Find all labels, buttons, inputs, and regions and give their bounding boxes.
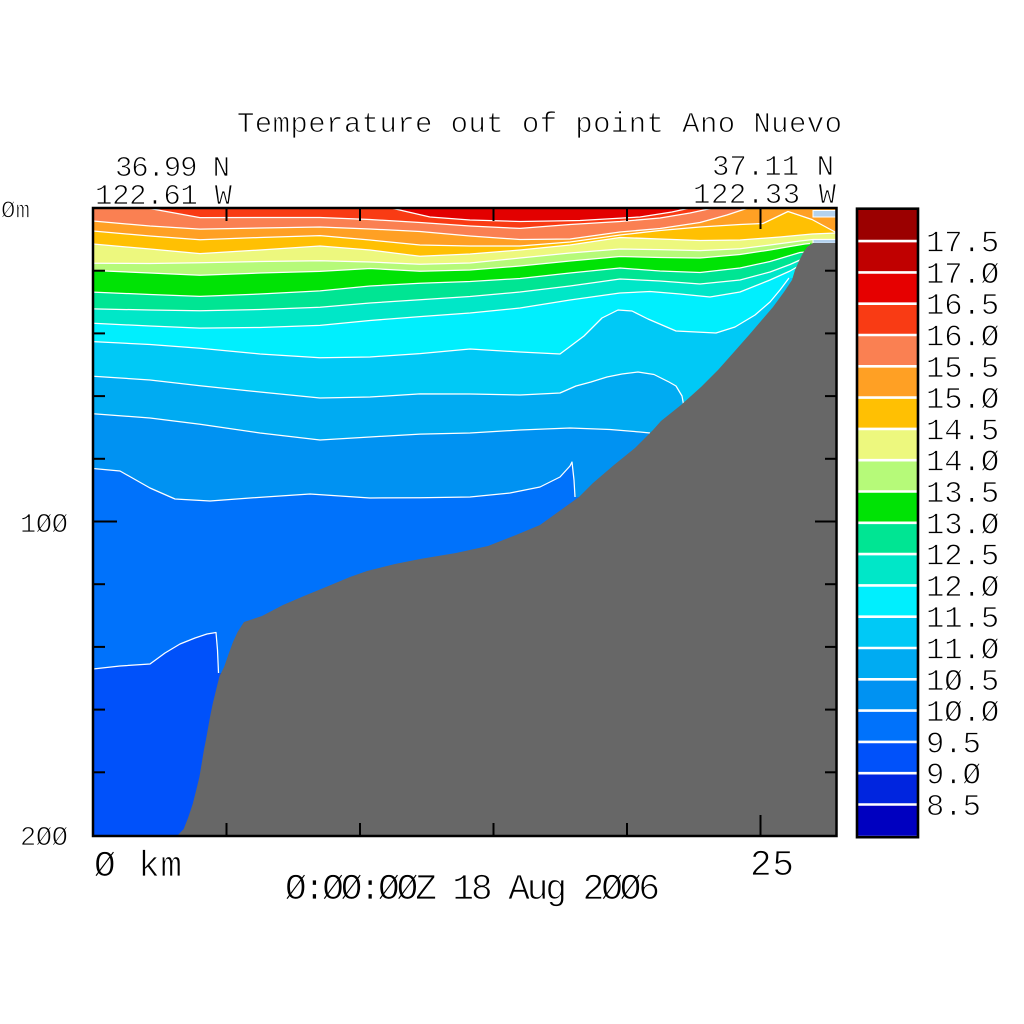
svg-text:36.99 N: 36.99 N bbox=[115, 152, 230, 185]
svg-text:25: 25 bbox=[750, 845, 794, 886]
svg-text:9.Ø: 9.Ø bbox=[926, 760, 981, 794]
svg-text:1Ø.Ø: 1Ø.Ø bbox=[926, 697, 999, 731]
svg-text:11.5: 11.5 bbox=[926, 603, 999, 637]
svg-text:Temperature out of point Ano N: Temperature out of point Ano Nuevo bbox=[237, 108, 842, 141]
svg-text:1ØØ: 1ØØ bbox=[20, 511, 68, 541]
svg-text:Ø km: Ø km bbox=[94, 846, 182, 887]
svg-text:2ØØ: 2ØØ bbox=[20, 824, 68, 854]
svg-text:17.Ø: 17.Ø bbox=[926, 259, 999, 293]
svg-text:14.5: 14.5 bbox=[926, 415, 999, 449]
svg-text:15.5: 15.5 bbox=[926, 353, 999, 387]
svg-text:1Ø.5: 1Ø.5 bbox=[926, 666, 999, 700]
svg-text:14.Ø: 14.Ø bbox=[926, 447, 999, 481]
svg-text:15.Ø: 15.Ø bbox=[926, 384, 999, 418]
svg-text:122.33 W: 122.33 W bbox=[693, 179, 837, 212]
svg-text:8.5: 8.5 bbox=[926, 791, 981, 825]
svg-text:16.Ø: 16.Ø bbox=[926, 322, 999, 356]
svg-text:Øm: Øm bbox=[1, 199, 30, 226]
svg-text:11.Ø: 11.Ø bbox=[926, 635, 999, 669]
svg-text:16.5: 16.5 bbox=[926, 290, 999, 324]
svg-text:9.5: 9.5 bbox=[926, 728, 981, 762]
svg-text:Ø:ØØ:ØØZ 18 Aug 2ØØ6: Ø:ØØ:ØØZ 18 Aug 2ØØ6 bbox=[285, 869, 660, 910]
svg-text:17.5: 17.5 bbox=[926, 228, 999, 262]
svg-text:12.Ø: 12.Ø bbox=[926, 572, 999, 606]
svg-text:12.5: 12.5 bbox=[926, 541, 999, 575]
svg-text:122.61 W: 122.61 W bbox=[95, 180, 233, 213]
svg-text:13.Ø: 13.Ø bbox=[926, 509, 999, 543]
svg-text:37.11 N: 37.11 N bbox=[712, 151, 834, 184]
svg-text:13.5: 13.5 bbox=[926, 478, 999, 512]
